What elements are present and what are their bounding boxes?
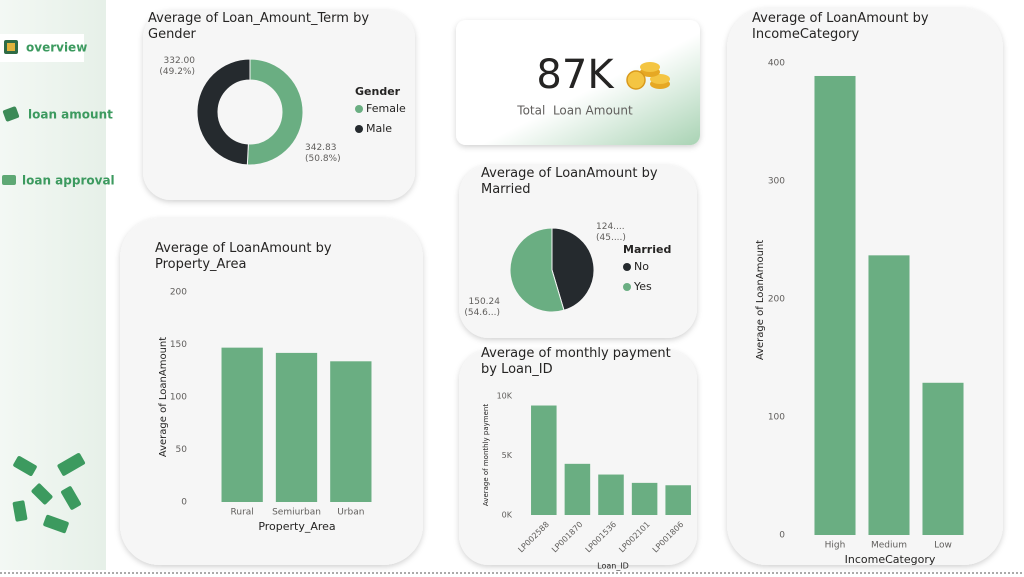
chart-title-box: Average of monthly payment by Loan_ID bbox=[481, 346, 671, 377]
bar bbox=[868, 255, 910, 535]
bar bbox=[275, 352, 318, 502]
legend-swatch bbox=[355, 125, 363, 133]
chart-title: Average of monthly payment by Loan_ID bbox=[481, 346, 671, 377]
legend-swatch bbox=[623, 283, 631, 291]
y-tick-label: 50 bbox=[176, 445, 188, 455]
slice bbox=[509, 227, 565, 313]
legend-label: Female bbox=[366, 102, 406, 115]
data-label-box: 124.... (45....) bbox=[596, 222, 626, 243]
kpi-label: Total Loan Amount bbox=[516, 104, 633, 118]
nav-item[interactable]: loan amount bbox=[28, 108, 113, 122]
y-tick-label: 0 bbox=[181, 498, 187, 508]
legend-label: No bbox=[634, 260, 649, 273]
bar bbox=[221, 347, 263, 502]
x-tick-label: Urban bbox=[337, 508, 364, 518]
bar bbox=[631, 482, 658, 515]
sidebar bbox=[0, 0, 106, 570]
legend-swatch bbox=[623, 263, 631, 271]
y-tick-label: 400 bbox=[768, 59, 785, 69]
data-label: 342.83 (50.8%) bbox=[305, 143, 341, 164]
bar bbox=[330, 361, 372, 502]
y-tick-label: 100 bbox=[170, 393, 187, 403]
y-tick-label: 100 bbox=[768, 413, 785, 423]
nav-icon bbox=[2, 40, 20, 185]
legend-title: Gender bbox=[355, 85, 401, 98]
chart-title-box: Average of LoanAmount by Married bbox=[481, 166, 658, 197]
chart-title-box: Average of Loan_Amount_Term by Gender bbox=[148, 11, 370, 42]
money-decoration bbox=[12, 453, 86, 534]
card bbox=[143, 10, 415, 200]
y-tick-label: 5K bbox=[502, 451, 513, 460]
legend-label: Male bbox=[366, 122, 392, 135]
chart-title: Average of Loan_Amount_Term by Gender bbox=[148, 11, 370, 42]
x-tick-label: Rural bbox=[231, 508, 254, 518]
bar bbox=[922, 382, 964, 535]
data-label: 124.... (45....) bbox=[596, 222, 626, 243]
legend-label: Yes bbox=[633, 280, 652, 293]
bar bbox=[598, 474, 624, 515]
data-label: 150.24 (54.6...) bbox=[464, 297, 500, 318]
bar bbox=[531, 405, 557, 515]
nav-item[interactable]: loan approval bbox=[22, 174, 115, 188]
coins-icon bbox=[626, 62, 670, 90]
kpi-card bbox=[456, 20, 700, 145]
y-tick-label: 200 bbox=[768, 295, 785, 305]
chart-title: Average of LoanAmount by IncomeCategory bbox=[752, 11, 929, 42]
y-tick-label: 150 bbox=[170, 340, 187, 350]
y-axis-label: Average of LoanAmount bbox=[158, 337, 169, 457]
y-axis-label: Average of LoanAmount bbox=[755, 240, 766, 360]
data-label-box: 342.83 (50.8%) bbox=[305, 143, 341, 164]
y-tick-label: 300 bbox=[768, 177, 785, 187]
x-tick-label: Medium bbox=[871, 541, 907, 551]
chart-title: Average of LoanAmount by Married bbox=[481, 166, 658, 197]
nav-item[interactable]: overview bbox=[26, 41, 87, 55]
bar bbox=[665, 485, 691, 515]
bar bbox=[814, 75, 856, 535]
slice bbox=[196, 58, 251, 166]
x-axis-label: Loan_ID bbox=[597, 562, 629, 571]
x-tick-label: Semiurban bbox=[272, 508, 321, 518]
y-axis-label: Average of monthly payment bbox=[482, 404, 490, 506]
y-tick-label: 0K bbox=[502, 511, 513, 520]
x-axis-label: IncomeCategory bbox=[845, 553, 936, 566]
kpi-value: 87K bbox=[536, 52, 615, 98]
data-label-box: 332.00 (49.2%) bbox=[159, 56, 195, 77]
x-tick-label: Low bbox=[934, 541, 952, 551]
chart-title: Average of LoanAmount by Property_Area bbox=[155, 241, 332, 272]
chart-title-box: Average of LoanAmount by Property_Area bbox=[155, 241, 332, 272]
slice bbox=[551, 227, 595, 311]
chart-title-box: Average of LoanAmount by IncomeCategory bbox=[752, 11, 929, 42]
legend-title: Married bbox=[623, 243, 671, 256]
x-tick-label: High bbox=[825, 541, 846, 551]
data-label: 332.00 (49.2%) bbox=[159, 56, 195, 77]
slice bbox=[246, 58, 304, 166]
y-tick-label: 10K bbox=[497, 392, 513, 401]
bar bbox=[564, 463, 591, 515]
y-tick-label: 200 bbox=[170, 288, 187, 298]
x-axis-label: Property_Area bbox=[258, 520, 335, 533]
data-label-box: 150.24 (54.6...) bbox=[464, 297, 500, 318]
y-tick-label: 0 bbox=[779, 531, 785, 541]
legend-swatch bbox=[355, 105, 363, 113]
